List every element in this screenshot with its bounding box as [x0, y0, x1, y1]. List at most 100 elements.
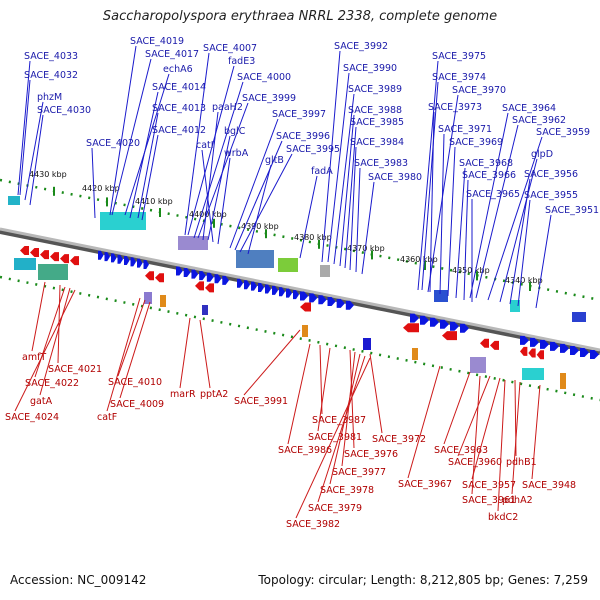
- forward-gene-arrow: [550, 341, 559, 351]
- reverse-gene-label: marR: [170, 389, 196, 400]
- reverse-gene-label: SACE_3963: [434, 445, 488, 456]
- forward-leader-line: [109, 45, 137, 216]
- forward-gene-label: SACE_3959: [536, 127, 590, 138]
- forward-gene-label: wrbA: [224, 148, 249, 159]
- genome-backbone: [0, 227, 600, 352]
- forward-gene-label: paaH2: [212, 102, 243, 113]
- forward-leader-line: [111, 58, 152, 216]
- reverse-gene-arrow: [40, 250, 49, 260]
- forward-gene-label: SACE_3983: [354, 158, 408, 169]
- forward-gene-label: SACE_3974: [432, 72, 486, 83]
- forward-gene-arrow: [460, 323, 469, 333]
- forward-gene-arrow: [98, 250, 104, 260]
- reverse-leader-line: [106, 297, 141, 412]
- reverse-gene-arrow: [403, 323, 419, 333]
- forward-gene-arrow: [104, 252, 110, 262]
- forward-gene-label: fadE3: [228, 56, 255, 67]
- reverse-gene-label: SACE_3982: [286, 519, 340, 530]
- forward-gene-arrow: [530, 337, 539, 347]
- forward-gene-arrow: [293, 290, 299, 300]
- forward-gene-label: SACE_3975: [432, 51, 486, 62]
- forward-gene-arrow: [222, 275, 229, 285]
- kbp-label: 4350 kbp: [452, 266, 490, 275]
- forward-gene-arrow: [124, 256, 130, 266]
- forward-gene-arrow: [430, 317, 439, 327]
- reverse-gene-label: SACE_3948: [522, 480, 576, 491]
- forward-gene-label: SACE_3968: [459, 158, 513, 169]
- reverse-gene-block: [160, 295, 166, 307]
- kbp-label: 4360 kbp: [400, 255, 438, 264]
- reverse-leader-line: [317, 355, 366, 503]
- forward-leader-line: [429, 111, 435, 293]
- forward-gene-label: SACE_3995: [286, 144, 340, 155]
- forward-leader-line: [463, 179, 469, 301]
- reverse-leader-line: [531, 384, 541, 480]
- forward-gene-arrow: [450, 321, 459, 331]
- forward-leader-line: [339, 114, 355, 267]
- forward-gene-block: [8, 196, 20, 205]
- reverse-gene-label: SACE_3981: [308, 432, 362, 443]
- forward-gene-arrow: [237, 278, 243, 288]
- forward-gene-label: SACE_3984: [350, 137, 404, 148]
- forward-gene-label: gltB: [265, 155, 284, 166]
- forward-gene-label: SACE_3999: [242, 93, 296, 104]
- forward-gene-arrow: [206, 272, 214, 282]
- forward-leader-line: [24, 101, 44, 201]
- reverse-gene-arrow: [536, 350, 544, 360]
- reverse-leader-line: [471, 375, 481, 495]
- kbp-ticks: 4430 kbp 4420 kbp 4410 kbp 4400 kbp 4390 kbp…: [29, 170, 543, 291]
- reverse-leader-line: [511, 381, 521, 495]
- reverse-leader-line: [497, 379, 506, 512]
- reverse-gene-arrow: [442, 331, 457, 341]
- forward-gene-label: SACE_3955: [524, 190, 578, 201]
- forward-gene-label: echA6: [163, 64, 193, 75]
- kbp-label: 4420 kbp: [82, 184, 120, 193]
- reverse-gene-arrow: [155, 273, 164, 283]
- forward-gene-arrow: [520, 335, 529, 345]
- forward-gene-arrow: [176, 266, 183, 276]
- forward-gene-label: SACE_4020: [86, 138, 140, 149]
- reverse-gene-arrow: [300, 302, 311, 312]
- reverse-genes: [14, 246, 566, 389]
- reverse-gene-label: SACE_4021: [48, 364, 102, 375]
- reverse-leader-line: [34, 286, 66, 378]
- reverse-gene-block: [14, 258, 36, 270]
- forward-leader-line: [202, 111, 219, 241]
- reverse-gene-label: SACE_3978: [320, 485, 374, 496]
- forward-gene-label: SACE_4030: [37, 105, 91, 116]
- forward-gene-arrow: [279, 287, 285, 297]
- reverse-gene-block: [144, 292, 152, 304]
- reverse-gene-label: catF: [97, 412, 117, 423]
- forward-gene-block: [320, 265, 330, 277]
- forward-gene-block: [100, 212, 146, 230]
- reverse-gene-block: [470, 357, 486, 373]
- forward-leader-line: [321, 50, 341, 263]
- forward-leader-line: [333, 93, 355, 265]
- reverse-gene-label: SACE_3991: [234, 396, 288, 407]
- forward-gene-arrow: [258, 283, 264, 293]
- reverse-leader-line: [199, 319, 211, 389]
- reverse-gene-label: SACE_3961: [462, 495, 516, 506]
- reverse-gene-label: SACE_4009: [110, 399, 164, 410]
- forward-gene-arrow: [300, 291, 309, 301]
- reverse-leader-line: [57, 284, 61, 364]
- forward-gene-arrow: [540, 339, 549, 349]
- forward-gene-arrow: [286, 288, 292, 298]
- reverse-gene-arrow: [205, 283, 214, 293]
- forward-gene-arrow: [137, 258, 143, 268]
- reverse-leader-line: [287, 343, 311, 445]
- forward-leader-line: [355, 167, 361, 273]
- forward-gene-arrow: [244, 280, 250, 290]
- forward-gene-label: SACE_3970: [452, 85, 506, 96]
- forward-leader-line: [187, 65, 235, 236]
- forward-gene-arrow: [336, 298, 345, 308]
- forward-gene-arrow: [265, 284, 271, 294]
- reverse-gene-arrow: [195, 281, 204, 291]
- forward-gene-label: SACE_4032: [24, 70, 78, 81]
- reverse-gene-block: [38, 264, 68, 280]
- forward-gene-label: SACE_3969: [449, 137, 503, 148]
- forward-gene-label: SACE_3965: [466, 189, 520, 200]
- forward-gene-label: catI: [196, 140, 214, 151]
- forward-leader-line: [327, 72, 350, 263]
